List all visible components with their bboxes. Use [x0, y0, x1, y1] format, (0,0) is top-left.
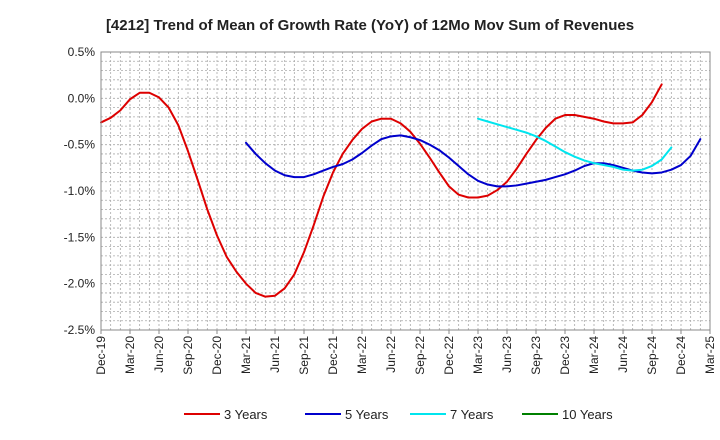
- x-tick-label: Jun-23: [500, 336, 514, 373]
- y-tick-label: -2.0%: [64, 277, 96, 291]
- chart-title: [4212] Trend of Mean of Growth Rate (YoY…: [106, 17, 634, 34]
- y-tick-label: -1.5%: [64, 230, 96, 244]
- x-tick-label: Dec-23: [558, 336, 572, 375]
- grid: [101, 52, 710, 330]
- x-tick-label: Dec-21: [326, 336, 340, 375]
- x-tick-label: Mar-22: [355, 336, 369, 374]
- x-tick-label: Dec-22: [442, 336, 456, 375]
- y-axis-ticks: 0.5% 0.0% -0.5% -1.0% -1.5% -2.0% -2.5%: [64, 45, 96, 337]
- y-tick-label: -0.5%: [64, 138, 96, 152]
- y-tick-label: -1.0%: [64, 184, 96, 198]
- x-tick-label: Dec-24: [674, 336, 688, 375]
- plot-frame: [100, 51, 711, 331]
- legend-label-10-years: 10 Years: [562, 407, 613, 422]
- x-tick-label: Sep-21: [297, 336, 311, 375]
- x-tick-label: Sep-20: [181, 336, 195, 375]
- x-tick-label: Mar-24: [587, 336, 601, 374]
- x-tick-label: Sep-24: [645, 336, 659, 375]
- y-tick-label: 0.0%: [68, 91, 96, 105]
- x-tick-label: Jun-20: [152, 336, 166, 373]
- series-lines: [100, 83, 702, 298]
- y-tick-label: 0.5%: [68, 45, 96, 59]
- x-tick-label: Sep-22: [413, 336, 427, 375]
- x-tick-label: Jun-22: [384, 336, 398, 373]
- x-tick-label: Mar-25: [703, 336, 717, 374]
- series-line-7-years: [477, 117, 673, 172]
- legend-label-5-years: 5 Years: [345, 407, 389, 422]
- legend: 3 Years 5 Years 7 Years 10 Years: [184, 407, 613, 422]
- series-line-3-years: [100, 83, 663, 298]
- x-tick-label: Jun-21: [268, 336, 282, 373]
- x-tick-label: Jun-24: [616, 336, 630, 373]
- series-line-5-years: [245, 134, 702, 188]
- x-tick-label: Mar-21: [239, 336, 253, 374]
- legend-label-3-years: 3 Years: [224, 407, 268, 422]
- x-axis-ticks: Dec-19 Mar-20 Jun-20 Sep-20 Dec-20 Mar-21 Jun-…: [94, 330, 717, 375]
- x-tick-label: Mar-23: [471, 336, 485, 374]
- y-tick-label: -2.5%: [64, 323, 96, 337]
- x-tick-label: Dec-19: [94, 336, 108, 375]
- x-tick-label: Mar-20: [123, 336, 137, 374]
- x-tick-label: Dec-20: [210, 336, 224, 375]
- legend-label-7-years: 7 Years: [450, 407, 494, 422]
- x-tick-label: Sep-23: [529, 336, 543, 375]
